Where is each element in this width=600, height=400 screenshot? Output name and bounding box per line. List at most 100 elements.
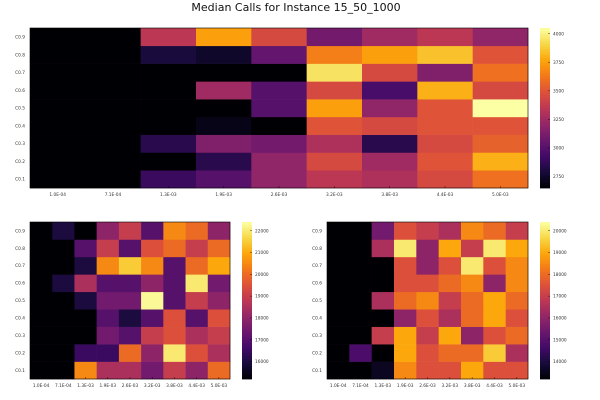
colorbar-segment <box>242 363 252 367</box>
colorbar-segment <box>540 164 550 168</box>
colorbar-segment <box>540 73 550 77</box>
heatmap-cell <box>141 344 164 362</box>
heatmap-cell <box>207 291 231 310</box>
heatmap-cell <box>505 222 529 240</box>
heatmap-cell <box>416 222 439 240</box>
heatmap-cell <box>140 152 197 171</box>
colorbar-segment <box>242 352 252 356</box>
heatmap-cell <box>52 239 75 258</box>
heatmap-cell <box>85 63 141 82</box>
colorbar-segment <box>540 182 550 186</box>
colorbar-segment <box>540 172 550 176</box>
heatmap-cell <box>306 81 363 100</box>
heatmap-cell <box>30 291 53 310</box>
colorbar-segment <box>540 148 550 152</box>
heatmap-cell <box>196 45 252 64</box>
x-tick-label: 3.2E-03 <box>144 383 161 389</box>
colorbar-segment <box>540 222 550 226</box>
x-tick-label: 5.0E-03 <box>509 383 526 389</box>
heatmap-cell <box>30 99 86 118</box>
heatmap-cell <box>306 28 363 47</box>
y-tick-label: C0.9 <box>15 34 25 40</box>
colorbar-tick-label: 14000 <box>553 359 567 365</box>
x-tick-label: 1.3E-03 <box>160 192 177 198</box>
heatmap-cell <box>74 326 97 345</box>
heatmap-cell <box>196 152 252 171</box>
y-tick-label: C0.1 <box>312 368 322 374</box>
heatmap-cell <box>371 309 395 327</box>
heatmap-cell <box>416 309 439 327</box>
heatmap-cell <box>472 28 529 47</box>
colorbar-segment <box>242 308 252 312</box>
heatmap-cell <box>438 344 462 362</box>
heatmap-cell <box>362 63 418 82</box>
heatmap-cell <box>306 63 363 82</box>
colorbar-segment <box>540 276 550 280</box>
colorbar-segment <box>540 232 550 236</box>
colorbar-segment <box>242 318 252 322</box>
heatmap-cell <box>118 326 142 345</box>
x-tick-label: 7.1E-04 <box>352 383 369 389</box>
heatmap-cell <box>416 256 439 275</box>
colorbar-segment <box>540 337 550 341</box>
colorbar-segment <box>242 284 252 288</box>
x-tick-label: 1.0E-04 <box>49 192 66 198</box>
colorbar-tick-label: 15000 <box>553 337 567 343</box>
heatmap-cell <box>461 222 484 240</box>
heatmap-cell <box>85 28 141 47</box>
colorbar-segment <box>540 153 550 157</box>
heatmap-cell <box>472 134 529 153</box>
plots: C0.1 C0.2 C0.3 C0.4 C0.5 C0.6 C0.7 C0.8 C0.9 1.0E… <box>15 27 567 389</box>
heatmap-cell <box>118 256 142 275</box>
colorbar-segment <box>242 235 252 239</box>
heatmap-cell <box>30 344 53 362</box>
heatmap-cell <box>483 361 506 380</box>
colorbar-segment <box>540 52 550 56</box>
heatmap-cell <box>461 291 484 310</box>
colorbar-segment <box>242 222 252 226</box>
colorbar-segment <box>242 232 252 236</box>
colorbar-segment <box>540 145 550 149</box>
y-tick-label: C0.2 <box>15 159 25 165</box>
heatmap-cell <box>74 239 97 258</box>
colorbar-segment <box>242 240 252 244</box>
heatmap-cell <box>30 239 53 258</box>
heatmap-cell <box>472 63 529 82</box>
heatmap-cell <box>85 134 141 153</box>
colorbar-segment <box>540 329 550 333</box>
colorbar-segment <box>540 38 550 42</box>
colorbar-segment <box>540 303 550 307</box>
colorbar-segment <box>540 169 550 173</box>
heatmap-cell <box>30 326 53 345</box>
heatmap-cell <box>505 326 529 345</box>
colorbar-segment <box>540 240 550 244</box>
heatmap-cell <box>141 239 164 258</box>
y-tick-label: C0.5 <box>15 298 25 304</box>
colorbar-tick-label: 3000 <box>553 146 564 152</box>
colorbar-segment <box>242 279 252 283</box>
x-tick-label: 1.9E-03 <box>99 383 116 389</box>
heatmap-cell <box>349 274 372 293</box>
heatmap-cell <box>30 256 53 275</box>
y-tick-label: C0.4 <box>15 123 25 129</box>
heatmap-cell <box>472 116 529 135</box>
heatmap-cell <box>30 81 86 100</box>
colorbar: 2750 3000 3250 3500 3750 4000 <box>540 28 564 189</box>
heatmap-cell <box>327 361 350 380</box>
colorbar-segment <box>540 110 550 114</box>
heatmap-cell <box>416 326 439 345</box>
colorbar-segment <box>242 321 252 325</box>
heatmap-cell <box>306 45 363 64</box>
colorbar-segment <box>242 313 252 317</box>
heatmap-2: C0.1 C0.2 C0.3 C0.4 C0.5 C0.6 C0.7 C0.8 C0.9 1.0E… <box>15 221 269 389</box>
colorbar-segment <box>540 282 550 286</box>
colorbar-segment <box>540 376 550 380</box>
y-tick-label: C0.2 <box>312 350 322 356</box>
colorbar-segment <box>540 310 550 314</box>
colorbar-segment <box>242 358 252 362</box>
x-tick-label: 4.4E-03 <box>437 192 454 198</box>
heatmap-3: C0.1 C0.2 C0.3 C0.4 C0.5 C0.6 C0.7 C0.8 C0.9 1.0E… <box>312 221 567 389</box>
heatmap-cell <box>196 28 252 47</box>
x-tick-label: 4.4E-03 <box>486 383 503 389</box>
colorbar-segment <box>242 227 252 231</box>
